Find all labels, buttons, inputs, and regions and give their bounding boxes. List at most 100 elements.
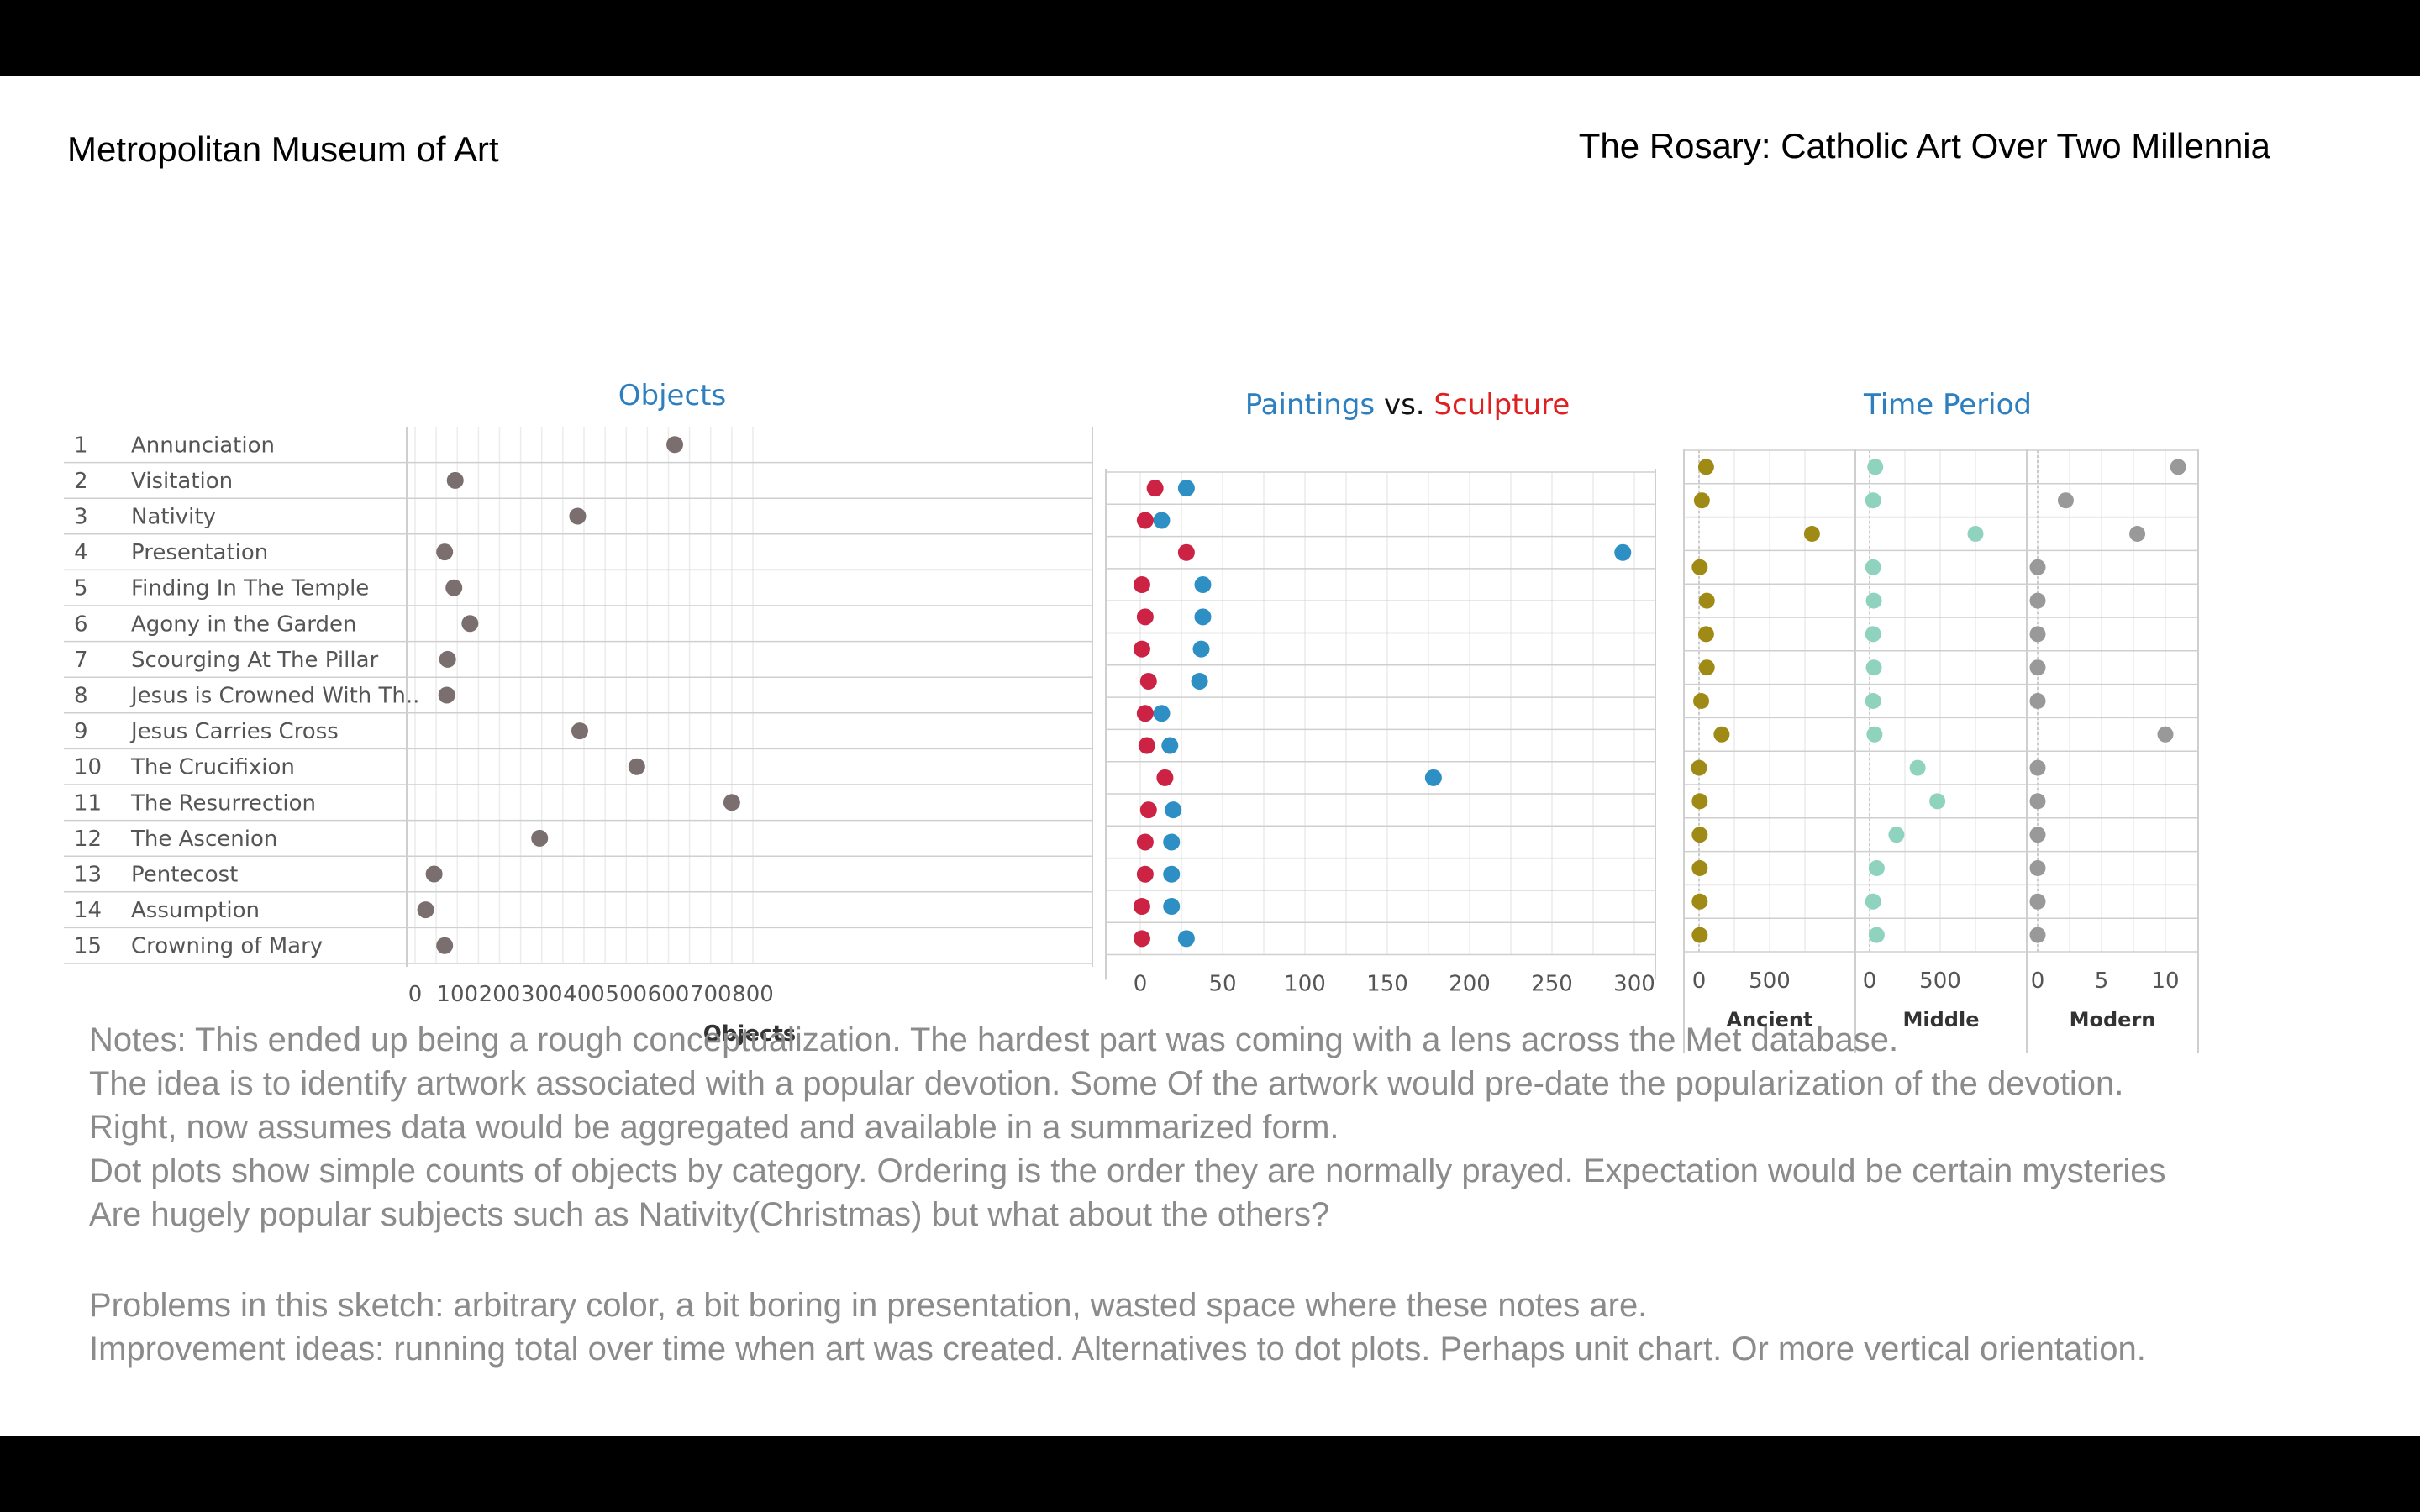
objects-row-rank: 14 [74,898,102,923]
improvements-line: Improvement ideas: running total over ti… [89,1331,2146,1368]
paint-sculpt-x-tick: 0 [1134,972,1148,997]
time-x-tick: 5 [2095,969,2109,994]
sculpture-dot [1133,640,1150,658]
time-dot-middle [1865,693,1881,709]
objects-x-tick: 700 [690,982,732,1007]
time-panel-label: Ancient [1727,1008,1813,1032]
objects-row-label: Assumption [131,898,260,923]
objects-x-axis-title: Objects [703,1021,797,1047]
painting-dot [1177,480,1195,497]
objects-x-tick: 600 [648,982,690,1007]
time-dot-middle [1868,860,1885,876]
objects-row-label: The Crucifixion [130,755,295,780]
time-dot-middle [1865,659,1882,676]
objects-row-rank: 8 [74,684,88,709]
time-dot-modern [2029,626,2046,643]
objects-row-label: Agony in the Garden [131,612,357,637]
time-panel-label: Middle [1903,1008,1980,1032]
paint-sculpt-x-tick: 200 [1449,972,1491,997]
notes-line-5: Are hugely popular subjects such as Nati… [89,1196,1330,1233]
paint-sculpt-x-tick: 50 [1208,972,1236,997]
objects-dot [439,650,456,668]
time-dot-modern [2129,526,2146,542]
notes-line-1: Notes: This ended up being a rough conce… [89,1021,1899,1058]
time-dot-middle [1909,759,1926,776]
objects-dot [417,901,434,919]
objects-x-tick: 500 [605,982,647,1007]
painting-dot [1192,640,1210,658]
time-x-tick: 10 [2151,969,2179,994]
time-dot-middle [1865,893,1881,910]
objects-row-rank: 9 [74,719,88,744]
sculpture-dot [1133,576,1150,594]
objects-x-tick: 200 [479,982,521,1007]
objects-row-label: Nativity [131,505,216,530]
time-dot-ancient [1691,927,1708,943]
time-dot-ancient [1691,759,1707,776]
time-dot-ancient [1693,693,1710,709]
sculpture-dot [1156,769,1174,786]
time-period-chart-title: Time Period [1863,388,2032,422]
sculpture-dot [1136,608,1154,626]
sculpture-dot [1136,512,1154,529]
time-dot-middle [1967,526,1984,542]
objects-x-tick: 400 [563,982,605,1007]
objects-chart-title: Objects [618,379,726,412]
objects-row-label: Crowning of Mary [131,934,323,959]
time-x-tick: 0 [2031,969,2045,994]
time-dot-modern [2029,927,2046,943]
paint-sculpt-x-tick: 300 [1613,972,1655,997]
time-dot-modern [2029,659,2046,676]
painting-dot [1191,672,1208,690]
time-dot-modern [2029,793,2046,810]
objects-row-rank: 11 [74,790,102,816]
objects-dot [571,722,588,740]
objects-row-label: Jesus is Crowned With Th.. [129,684,419,709]
painting-dot [1614,543,1632,561]
notes-gap [89,1236,2408,1284]
objects-row-rank: 3 [74,505,88,530]
painting-dot [1163,833,1181,851]
objects-dot [628,758,645,775]
time-dot-ancient [1691,893,1708,910]
objects-row-rank: 5 [74,576,88,601]
objects-row-label: Visitation [131,469,233,494]
objects-row-label: The Ascenion [130,827,277,852]
painting-dot [1194,608,1212,626]
time-dot-modern [2157,726,2174,743]
painting-dot [1161,737,1179,754]
time-dot-ancient [1691,827,1708,843]
time-x-tick: 500 [1919,969,1961,994]
time-dot-middle [1865,559,1881,575]
time-dot-middle [1868,927,1885,943]
objects-row-rank: 12 [74,827,102,852]
objects-row-rank: 6 [74,612,88,637]
painting-dot [1163,898,1181,916]
objects-dot [445,579,463,596]
header-museum-title: Metropolitan Museum of Art [67,129,499,169]
time-dot-modern [2029,592,2046,609]
sculpture-dot [1139,801,1157,819]
sculpture-dot [1136,705,1154,722]
objects-dot [436,543,454,561]
time-dot-modern [2029,827,2046,843]
painting-dot [1424,769,1442,786]
objects-row-rank: 4 [74,540,88,565]
time-x-tick: 0 [1692,969,1707,994]
objects-row-label: Annunciation [131,433,275,458]
sculpture-dot [1136,833,1154,851]
notes-line-2: The idea is to identify artwork associat… [89,1065,2124,1102]
objects-row-label: Pentecost [131,863,238,888]
problems-line: Problems in this sketch: arbitrary color… [89,1287,1648,1324]
time-dot-middle [1865,592,1882,609]
header-exhibit-title: The Rosary: Catholic Art Over Two Millen… [1578,126,2270,165]
objects-x-tick: 0 [408,982,423,1007]
paint-sculpt-x-tick: 250 [1531,972,1573,997]
sculpture-dot [1133,930,1150,948]
time-dot-modern [2029,693,2046,709]
painting-dot [1165,801,1182,819]
time-dot-modern [2029,860,2046,876]
objects-dot [666,436,684,454]
sculpture-dot [1136,865,1154,883]
title-paintings: Paintings [1245,388,1375,422]
